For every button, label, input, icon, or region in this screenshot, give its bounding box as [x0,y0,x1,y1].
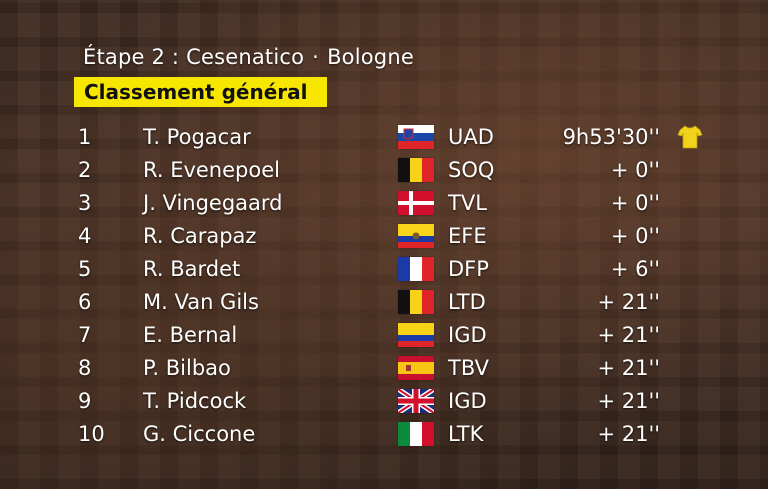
standings-row: 7 E. Bernal IGD + 21'' [0,320,768,350]
rank: 8 [78,356,92,380]
denmark-flag-icon [398,191,434,215]
rank: 5 [78,257,92,281]
gc-time: 9h53'30'' [562,125,660,149]
rank: 10 [78,422,105,446]
standings-row: 6 M. Van Gils LTD + 21'' [0,287,768,317]
standings-row: 8 P. Bilbao TBV + 21'' [0,353,768,383]
rank: 1 [78,125,92,149]
gc-time: + 0'' [610,224,660,248]
standings-row: 10 G. Ciccone LTK + 21'' [0,419,768,449]
team-code: LTK [448,422,484,446]
team-code: IGD [448,323,487,347]
team-code: EFE [448,224,487,248]
stage-header: Étape 2 : Cesenatico · Bologne [83,45,414,69]
team-code: SOQ [448,158,495,182]
slovenia-flag-icon [398,125,434,149]
spain-flag-icon [398,356,434,380]
rank: 6 [78,290,92,314]
italy-flag-icon [398,422,434,446]
rank: 7 [78,323,92,347]
rider-name: E. Bernal [143,323,238,347]
classification-badge: Classement général [74,77,327,107]
rider-name: G. Ciccone [143,422,256,446]
gc-time: + 21'' [597,323,660,347]
stage-label: Étape 2 : Cesenatico [83,45,305,69]
standings-row: 5 R. Bardet DFP + 6'' [0,254,768,284]
team-code: TVL [448,191,487,215]
france-flag-icon [398,257,434,281]
rider-name: J. Vingegaard [143,191,283,215]
colombia-flag-icon [398,323,434,347]
standings-row: 1 T. Pogacar UAD 9h53'30'' [0,122,768,152]
rider-name: P. Bilbao [143,356,231,380]
gc-time: + 0'' [610,158,660,182]
gc-time: + 21'' [597,422,660,446]
yellow-jersey-icon [677,124,703,150]
rank: 4 [78,224,92,248]
belgium-flag-icon [398,158,434,182]
gc-time: + 6'' [610,257,660,281]
gc-time: + 21'' [597,389,660,413]
standings-row: 9 T. Pidcock IGD + 21'' [0,386,768,416]
uk-flag-icon [398,389,434,413]
rank: 3 [78,191,92,215]
standings-row: 2 R. Evenepoel SOQ + 0'' [0,155,768,185]
header-separator: · [312,45,320,69]
gc-time: + 0'' [610,191,660,215]
team-code: IGD [448,389,487,413]
rider-name: T. Pidcock [143,389,247,413]
rank: 2 [78,158,92,182]
rider-name: R. Carapaz [143,224,257,248]
standings-row: 3 J. Vingegaard TVL + 0'' [0,188,768,218]
stage-finish: Bologne [327,45,414,69]
team-code: TBV [448,356,489,380]
team-code: LTD [448,290,486,314]
rider-name: M. Van Gils [143,290,259,314]
rank: 9 [78,389,92,413]
rider-name: T. Pogacar [143,125,251,149]
team-code: UAD [448,125,494,149]
gc-time: + 21'' [597,356,660,380]
team-code: DFP [448,257,489,281]
rider-name: R. Bardet [143,257,241,281]
rider-name: R. Evenepoel [143,158,280,182]
standings-row: 4 R. Carapaz EFE + 0'' [0,221,768,251]
ecuador-flag-icon [398,224,434,248]
belgium-flag-icon [398,290,434,314]
gc-time: + 21'' [597,290,660,314]
